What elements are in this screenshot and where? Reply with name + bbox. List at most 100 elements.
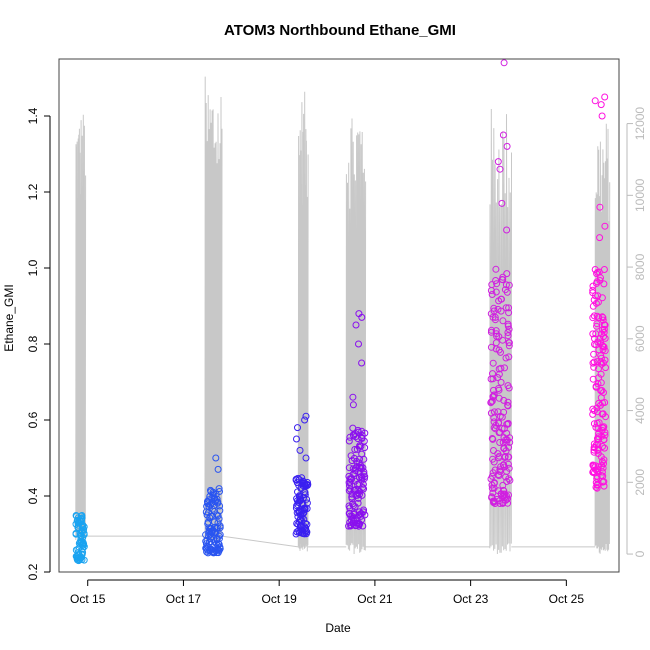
y-axis-label: Ethane_GMI xyxy=(2,284,16,351)
data-point xyxy=(504,398,512,406)
data-point xyxy=(296,496,304,503)
data-point xyxy=(487,328,495,336)
data-point xyxy=(490,447,497,454)
data-point xyxy=(594,338,602,346)
plot-frame xyxy=(58,58,620,573)
data-point xyxy=(492,330,500,338)
data-point xyxy=(503,270,511,278)
data-point xyxy=(77,512,85,520)
data-point xyxy=(490,392,498,400)
data-point xyxy=(497,378,505,386)
data-point xyxy=(590,420,598,428)
data-point xyxy=(504,453,512,461)
data-point xyxy=(600,280,608,288)
y2-tick-label: 12000 xyxy=(633,107,647,141)
data-point xyxy=(490,479,498,487)
y-tick-label: 0.2 xyxy=(26,563,40,580)
data-point xyxy=(295,518,303,526)
data-point xyxy=(214,540,222,548)
data-point xyxy=(500,408,508,416)
data-point xyxy=(595,435,603,443)
data-point xyxy=(79,545,87,553)
data-point xyxy=(505,384,513,392)
y2-tick-label: 0 xyxy=(633,550,647,557)
data-point xyxy=(498,199,506,207)
data-point xyxy=(359,464,367,472)
y-tick-label: 1.0 xyxy=(26,259,40,276)
data-point xyxy=(353,445,361,453)
data-point xyxy=(504,322,512,330)
x-tick-label: Oct 17 xyxy=(166,592,202,606)
data-point xyxy=(488,281,496,289)
data-point xyxy=(299,482,307,489)
data-point xyxy=(495,297,503,305)
data-point xyxy=(494,158,502,166)
data-point xyxy=(361,511,369,519)
data-point xyxy=(598,112,606,120)
data-point xyxy=(354,435,362,443)
data-point xyxy=(602,413,609,421)
y2-tick-label: 6000 xyxy=(633,325,647,352)
y-tick-label: 1.2 xyxy=(26,183,40,200)
data-point xyxy=(490,307,498,315)
data-point xyxy=(589,289,597,297)
data-point xyxy=(488,291,496,298)
data-point xyxy=(489,497,497,505)
data-point xyxy=(351,446,359,453)
data-point xyxy=(503,436,511,444)
data-point xyxy=(505,475,513,483)
data-point xyxy=(493,280,501,288)
data-point xyxy=(488,472,496,480)
data-point xyxy=(210,502,218,509)
data-point xyxy=(600,482,608,490)
data-point xyxy=(491,425,499,433)
data-point xyxy=(355,522,363,530)
data-point xyxy=(214,465,222,473)
data-point xyxy=(601,93,609,101)
data-point xyxy=(491,313,499,321)
y2-tick-label: 8000 xyxy=(633,253,647,280)
data-point xyxy=(590,358,598,366)
data-point xyxy=(489,393,497,401)
data-point xyxy=(497,307,505,315)
data-point xyxy=(75,550,83,558)
data-point xyxy=(208,529,216,537)
data-point xyxy=(593,320,601,328)
data-point xyxy=(598,313,606,321)
data-point xyxy=(299,477,307,485)
data-point xyxy=(589,468,597,476)
data-point xyxy=(592,383,600,391)
data-point xyxy=(502,354,510,362)
data-point xyxy=(302,482,310,490)
data-point xyxy=(294,424,301,432)
scatter-series xyxy=(72,59,609,565)
data-point xyxy=(494,487,502,495)
data-point xyxy=(595,314,603,322)
data-point xyxy=(350,510,358,517)
data-point xyxy=(490,424,498,432)
data-point xyxy=(601,431,609,439)
data-point xyxy=(593,278,601,286)
data-point xyxy=(600,456,608,464)
data-point xyxy=(596,203,604,211)
data-point xyxy=(497,348,504,356)
data-point xyxy=(80,531,88,539)
data-point xyxy=(494,374,502,381)
data-point xyxy=(203,544,210,552)
y-tick-label: 0.6 xyxy=(26,411,40,428)
data-point xyxy=(292,475,300,483)
data-point xyxy=(303,495,311,503)
data-point xyxy=(594,292,602,300)
data-point xyxy=(490,458,498,466)
x-axis-label: Date xyxy=(325,621,351,635)
data-point xyxy=(206,492,214,500)
data-point xyxy=(353,457,361,465)
data-point xyxy=(355,340,362,348)
y-tick-label: 0.4 xyxy=(26,487,40,504)
data-point xyxy=(502,281,510,289)
data-point xyxy=(600,436,608,444)
data-point xyxy=(590,363,598,371)
data-point xyxy=(504,329,512,336)
x-tick-label: Oct 15 xyxy=(70,592,106,606)
